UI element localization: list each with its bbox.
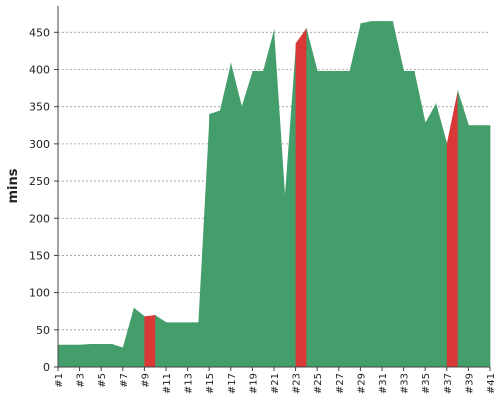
- area-segment-19: [252, 70, 264, 368]
- area-segment-29: [360, 21, 372, 367]
- area-segment-1: [58, 344, 70, 367]
- area-series: [58, 21, 491, 368]
- area-segment-37: [446, 89, 458, 368]
- area-segment-39: [468, 125, 480, 367]
- x-tick-label: #37: [443, 373, 454, 394]
- area-segment-28: [349, 23, 361, 367]
- area-segment-22: [284, 43, 296, 367]
- y-tick-label: 150: [29, 249, 50, 262]
- x-tick-label: #15: [205, 373, 216, 394]
- area-segment-18: [241, 70, 253, 368]
- y-tick-label: 400: [29, 64, 50, 77]
- x-tick-label: #35: [421, 373, 432, 394]
- area-segment-26: [328, 70, 340, 368]
- area-segment-24: [306, 27, 318, 367]
- axes: [54, 6, 491, 371]
- x-tick-label: #19: [248, 373, 259, 394]
- area-segment-5: [101, 343, 113, 367]
- area-segment-17: [230, 62, 242, 367]
- y-tick-label: 100: [29, 287, 50, 300]
- y-tick-label: 300: [29, 138, 50, 151]
- x-tick-label: #41: [486, 373, 497, 394]
- area-segment-27: [338, 70, 350, 368]
- area-segment-33: [403, 70, 415, 368]
- area-segment-15: [209, 110, 221, 367]
- x-tick-label: #27: [335, 373, 346, 394]
- x-tick-label: #11: [162, 373, 173, 394]
- x-tick-label: #25: [313, 373, 324, 394]
- y-tick-label: 0: [43, 361, 50, 374]
- area-segment-21: [274, 28, 286, 367]
- area-segment-36: [436, 102, 448, 367]
- area-segment-20: [263, 28, 275, 367]
- x-tick-label: #39: [464, 373, 475, 394]
- x-tick-label: #1: [54, 373, 65, 388]
- area-segment-9: [144, 314, 156, 367]
- area-segment-12: [176, 322, 188, 367]
- x-tick-label: #7: [119, 373, 130, 388]
- area-segment-40: [479, 125, 491, 367]
- y-tick-label: 50: [36, 324, 50, 337]
- area-segment-7: [122, 307, 134, 367]
- y-tick-label: 350: [29, 101, 50, 114]
- area-segment-16: [220, 62, 232, 367]
- y-tick-labels: 0 50 100 150 200 250 300 350 400 450: [29, 26, 50, 374]
- x-tick-label: #21: [270, 373, 281, 394]
- x-tick-label: #29: [356, 373, 367, 394]
- x-tick-label: #13: [184, 373, 195, 394]
- area-segment-38: [457, 89, 469, 368]
- x-tick-label: #23: [292, 373, 303, 394]
- area-segment-30: [371, 21, 383, 367]
- y-tick-label: 250: [29, 175, 50, 188]
- x-tick-label: #5: [97, 373, 108, 388]
- area-segment-31: [382, 21, 394, 367]
- y-tick-label: 200: [29, 212, 50, 225]
- x-tick-label: #9: [140, 373, 151, 388]
- area-segment-14: [198, 114, 210, 367]
- area-segment-3: [79, 343, 91, 367]
- area-segment-10: [155, 314, 167, 367]
- area-segment-6: [112, 343, 124, 367]
- x-tick-labels: #1 #3 #5 #7 #9 #11 #13 #15 #17 #19 #21 #23 #25 #27 #29…: [54, 373, 497, 394]
- x-tick-label: #17: [227, 373, 238, 394]
- area-segment-32: [392, 21, 404, 367]
- area-segment-35: [425, 102, 437, 367]
- area-segment-8: [133, 307, 145, 367]
- area-segment-13: [187, 322, 199, 367]
- y-axis-title: mins: [6, 168, 21, 203]
- y-tick-label: 450: [29, 26, 50, 39]
- x-tick-label: #33: [400, 373, 411, 394]
- area-segment-25: [317, 70, 329, 368]
- x-tick-label: #31: [378, 373, 389, 394]
- area-segment-34: [414, 70, 426, 368]
- area-segment-2: [68, 344, 80, 367]
- area-segment-4: [90, 343, 102, 367]
- area-segment-11: [166, 322, 178, 367]
- area-segment-23: [295, 27, 307, 367]
- x-tick-label: #3: [76, 373, 87, 388]
